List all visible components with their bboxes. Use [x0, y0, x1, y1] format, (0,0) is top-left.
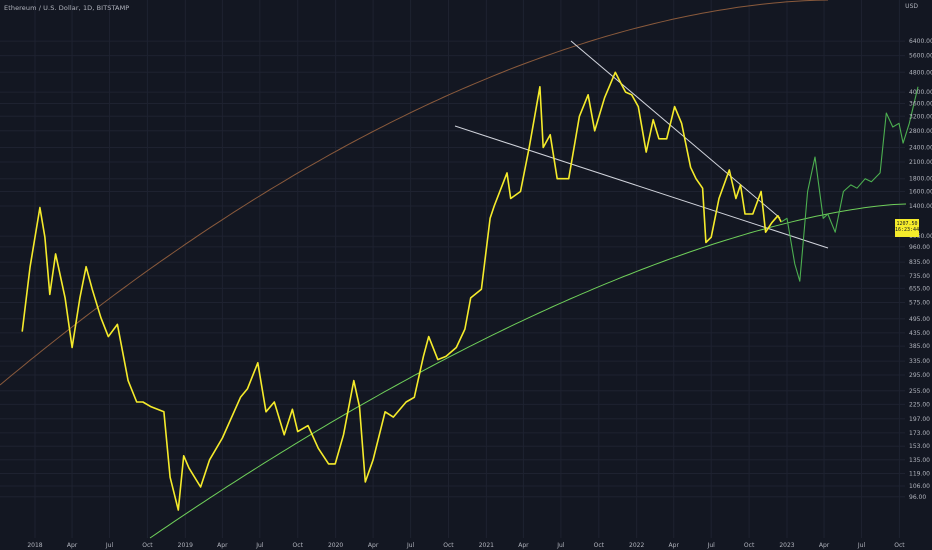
y-axis: 6400.00 5600.00 4800.00 4000.00 3600.00 3200.… — [909, 38, 932, 501]
y-tick-label: 335.00 — [909, 358, 930, 365]
price-line — [21, 71, 782, 511]
x-tick-label: Oct — [293, 542, 304, 549]
x-tick-label: Jul — [406, 542, 415, 549]
y-tick-label: 153.00 — [909, 443, 930, 450]
x-tick-label: Apr — [669, 542, 680, 549]
x-tick-label: Oct — [594, 542, 605, 549]
y-tick-label: 835.00 — [909, 259, 930, 266]
y-tick-label: 225.00 — [909, 401, 930, 408]
y-tick-label: 119.00 — [909, 470, 930, 477]
x-tick-label: 2019 — [178, 542, 193, 549]
y-tick-label: 2800.00 — [909, 128, 932, 135]
x-tick-label: Jul — [707, 542, 716, 549]
y-tick-label: 4800.00 — [909, 69, 932, 76]
support-curve — [149, 203, 907, 539]
currency-label: USD — [905, 3, 918, 10]
y-tick-label: 255.00 — [909, 388, 930, 395]
chart-series — [21, 71, 919, 511]
lower-trendline — [454, 125, 829, 249]
x-tick-label: Oct — [443, 542, 454, 549]
y-tick-label: 5600.00 — [909, 53, 932, 60]
y-tick-label: 96.00 — [909, 494, 926, 501]
x-tick-label: Apr — [518, 542, 529, 549]
last-price-value: 1207.50 — [896, 221, 918, 227]
upper-trendline — [570, 40, 781, 219]
x-tick-label: Apr — [217, 542, 228, 549]
x-tick-label: Oct — [744, 542, 755, 549]
y-tick-label: 1800.00 — [909, 176, 932, 183]
x-tick-label: Jul — [857, 542, 866, 549]
x-axis: 2018 Apr Jul Oct 2019 Apr Jul Oct 2020 Apr Jul Oct 2… — [27, 542, 905, 549]
x-tick-label: Apr — [819, 542, 830, 549]
x-tick-label: 2023 — [779, 542, 794, 549]
y-tick-label: 2100.00 — [909, 159, 932, 166]
y-tick-label: 495.00 — [909, 316, 930, 323]
y-tick-label: 6400.00 — [909, 38, 932, 45]
chart-grid — [0, 0, 905, 538]
x-tick-label: Oct — [894, 542, 905, 549]
upper-band-curve — [0, 0, 829, 386]
y-tick-label: 4000.00 — [909, 89, 932, 96]
x-tick-label: 2020 — [328, 542, 343, 549]
chart-curves — [0, 0, 907, 539]
y-tick-label: 435.00 — [909, 330, 930, 337]
x-tick-label: Jul — [556, 542, 565, 549]
y-tick-label: 2400.00 — [909, 145, 932, 152]
x-tick-label: 2022 — [629, 542, 644, 549]
y-tick-label: 3200.00 — [909, 113, 932, 120]
y-tick-label: 197.00 — [909, 416, 930, 423]
x-tick-label: 2018 — [27, 542, 42, 549]
y-tick-label: 3600.00 — [909, 101, 932, 108]
projection-line — [780, 86, 919, 282]
y-tick-label: 655.00 — [909, 285, 930, 292]
x-tick-label: 2021 — [479, 542, 494, 549]
x-tick-label: Oct — [142, 542, 153, 549]
y-tick-label: 295.00 — [909, 372, 930, 379]
y-tick-label: 135.00 — [909, 457, 930, 464]
y-tick-label: 1400.00 — [909, 203, 932, 210]
bar-countdown: 16:23:44 — [895, 227, 920, 233]
y-tick-label: 173.00 — [909, 430, 930, 437]
y-tick-label: 385.00 — [909, 343, 930, 350]
symbol-header: Ethereum / U.S. Dollar, 1D, BITSTAMP — [4, 4, 130, 12]
x-tick-label: Jul — [255, 542, 264, 549]
y-tick-label: 106.00 — [909, 483, 930, 490]
x-tick-label: Apr — [368, 542, 379, 549]
y-tick-label: 960.00 — [909, 244, 930, 251]
x-tick-label: Jul — [105, 542, 114, 549]
y-tick-label: 1060.00 — [909, 233, 932, 240]
last-price-box: 1207.50 16:23:44 — [895, 219, 919, 237]
y-tick-label: 735.00 — [909, 273, 930, 280]
y-tick-label: 1600.00 — [909, 189, 932, 196]
y-tick-label: 575.00 — [909, 300, 930, 307]
x-tick-label: Apr — [67, 542, 78, 549]
